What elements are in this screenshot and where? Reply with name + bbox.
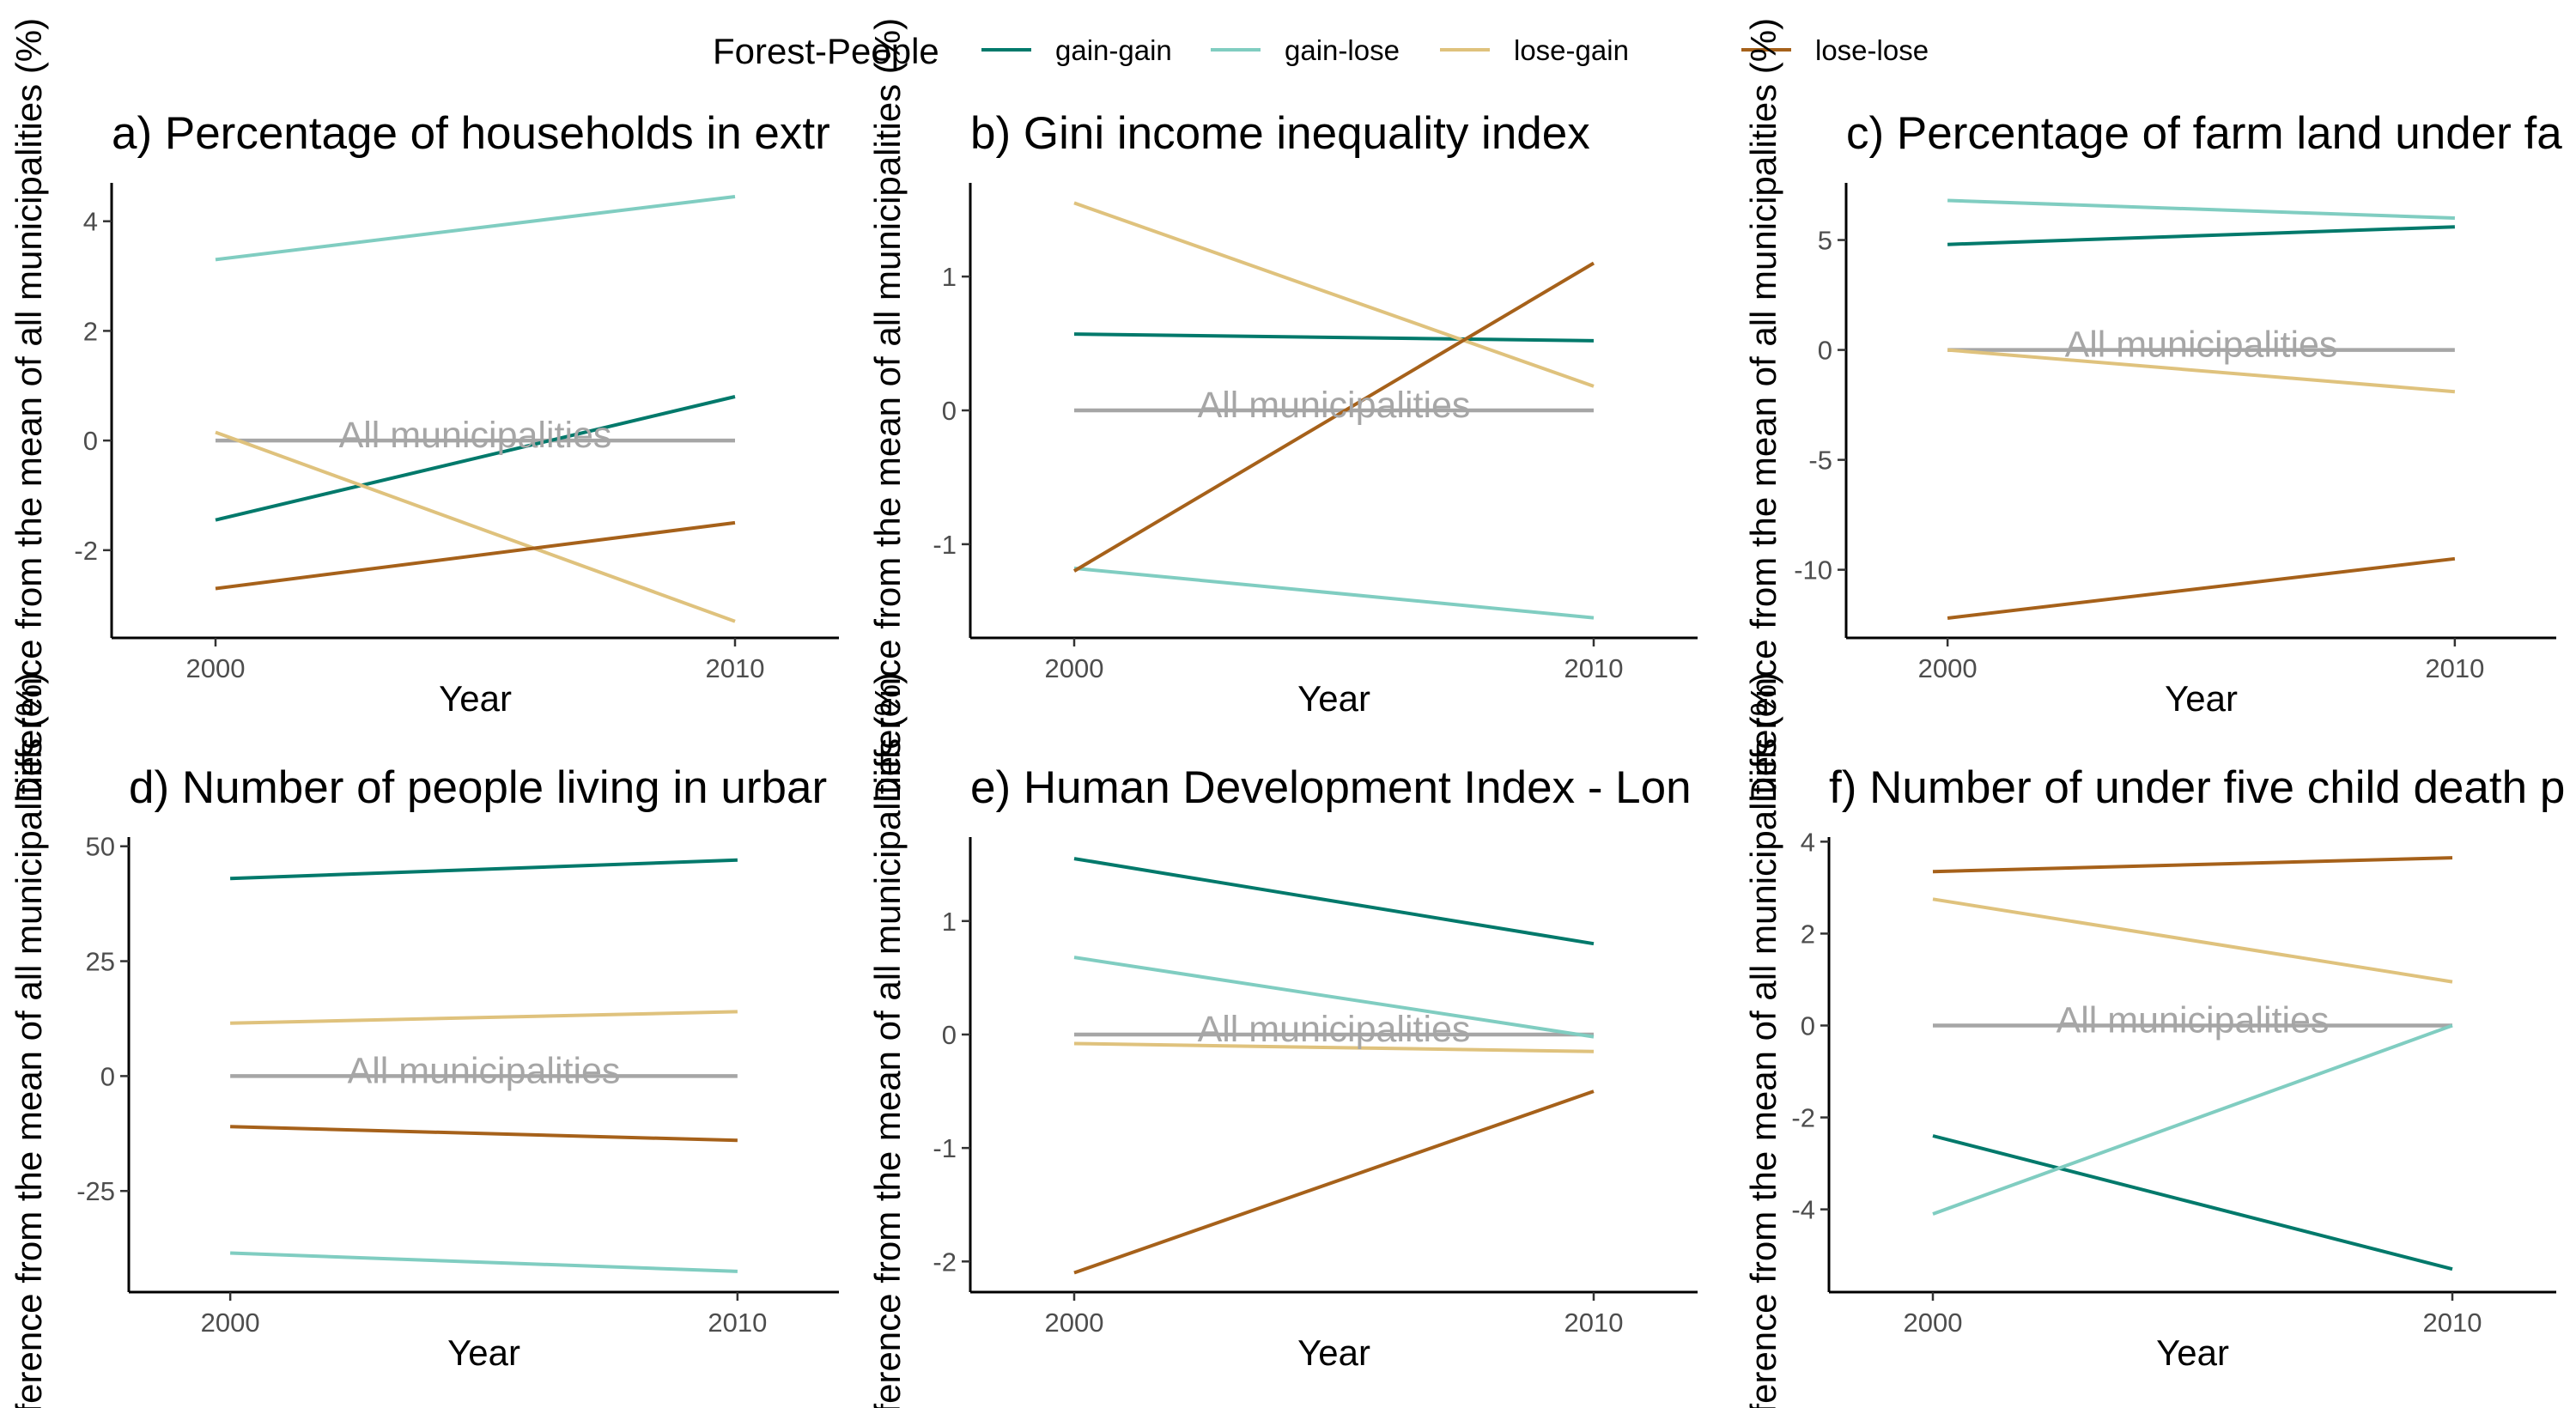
reference-label: All municipalities (339, 415, 612, 456)
series-line-gain-gain (215, 395, 736, 522)
x-tick-label: 2010 (708, 1308, 767, 1338)
x-tick-label: 2000 (1904, 1308, 1963, 1338)
series-line-gain-gain (230, 858, 738, 881)
panel-6: f) Number of under five child death p Dif… (1743, 672, 2565, 1408)
x-tick-label: 2000 (186, 653, 246, 683)
y-tick-label: 0 (100, 1061, 115, 1091)
x-tick-label: 2010 (1564, 1308, 1624, 1338)
y-tick-label: 0 (942, 396, 957, 426)
series-line-lose-lose (1073, 1089, 1595, 1275)
y-tick-label: 5 (1818, 226, 1832, 256)
y-tick-label: 0 (1818, 336, 1832, 366)
series-line-gain-lose (1073, 956, 1595, 1039)
x-tick-label: 2010 (1564, 653, 1624, 683)
y-tick-label: -1 (933, 1133, 957, 1163)
series-line-gain-lose (230, 1251, 738, 1273)
x-axis-title: Year (2156, 1332, 2229, 1373)
y-tick-label: -1 (933, 530, 957, 560)
series-line-lose-lose (230, 1125, 738, 1143)
panel-title: c) Percentage of farm land under fa (1846, 108, 2562, 159)
y-axis-title: Difference from the mean of all municipa… (9, 672, 49, 1408)
legend-title: Forest-People (713, 31, 939, 71)
legend-label-lose-lose: lose-lose (1815, 34, 1929, 66)
x-axis-title: Year (1297, 678, 1370, 719)
panel-4: d) Number of people living in urbar Diffe… (9, 672, 839, 1408)
y-axis-title: Difference from the mean of all municipa… (1743, 18, 1783, 803)
legend: Forest-People gain-gain gain-lose lose-gain… (713, 31, 1929, 71)
x-tick-label: 2000 (1045, 1308, 1104, 1338)
x-axis-title: Year (447, 1332, 520, 1373)
series-line-lose-gain (215, 430, 736, 623)
x-axis-title: Year (439, 678, 512, 719)
y-tick-label: 25 (86, 947, 115, 977)
y-tick-label: 0 (1801, 1010, 1815, 1041)
y-tick-label: -25 (76, 1176, 115, 1206)
panel-2: b) Gini income inequality index Differenc… (867, 18, 1698, 803)
y-axis-title: Difference from the mean of all municipa… (1743, 672, 1783, 1408)
y-tick-label: 4 (1801, 827, 1815, 857)
series-line-gain-gain (1073, 857, 1595, 946)
y-tick-label: 0 (83, 426, 98, 456)
y-axis-title: Difference from the mean of all municipa… (867, 672, 908, 1408)
series-line-lose-lose (1947, 556, 2456, 620)
legend-label-lose-gain: lose-gain (1514, 34, 1629, 66)
x-tick-label: 2010 (706, 653, 765, 683)
y-tick-label: -2 (1791, 1103, 1815, 1133)
series-line-gain-lose (215, 195, 736, 262)
series-line-gain-lose (1932, 1023, 2453, 1216)
panel-title: a) Percentage of households in extr (112, 108, 830, 159)
y-tick-label: 1 (942, 907, 957, 937)
legend-label-gain-lose: gain-lose (1285, 34, 1400, 66)
x-tick-label: 2000 (201, 1308, 260, 1338)
series-line-lose-gain (230, 1010, 738, 1025)
x-axis-title: Year (2165, 678, 2238, 719)
panel-1: a) Percentage of households in extr Diffe… (9, 18, 839, 803)
x-tick-label: 2010 (2425, 653, 2484, 683)
series-line-gain-gain (1947, 225, 2455, 246)
series-line-lose-lose (1072, 261, 1595, 573)
y-tick-label: 1 (942, 262, 957, 292)
y-tick-label: -4 (1791, 1195, 1815, 1225)
series-line-lose-gain (1947, 348, 2456, 394)
series-line-lose-gain (1932, 897, 2453, 984)
y-tick-label: 4 (83, 207, 98, 237)
reference-label: All municipalities (2065, 325, 2338, 366)
series-line-gain-lose (1947, 198, 2455, 220)
reference-label: All municipalities (1198, 385, 1471, 426)
y-tick-label: 0 (942, 1020, 957, 1050)
reference-label: All municipalities (2057, 999, 2330, 1041)
x-tick-label: 2000 (1045, 653, 1104, 683)
series-line-gain-gain (1073, 332, 1595, 343)
x-tick-label: 2000 (1918, 653, 1978, 683)
panel-5: e) Human Development Index - Lon Differen… (867, 672, 1698, 1408)
chart-panels: a) Percentage of households in extr Diffe… (9, 18, 2565, 1408)
x-axis-title: Year (1297, 1332, 1370, 1373)
y-tick-label: -2 (74, 536, 98, 566)
y-axis-title: Difference from the mean of all municipa… (9, 18, 49, 803)
series-line-gain-gain (1932, 1134, 2453, 1271)
y-tick-label: -5 (1808, 446, 1832, 476)
panel-title: d) Number of people living in urbar (129, 762, 827, 813)
reference-label: All municipalities (1198, 1009, 1471, 1050)
y-tick-label: 50 (86, 832, 115, 862)
series-line-lose-lose (215, 520, 736, 591)
reference-label: All municipalities (348, 1050, 621, 1091)
y-tick-label: 2 (1801, 919, 1815, 949)
series-line-lose-gain (1073, 1041, 1595, 1053)
y-axis-title: Difference from the mean of all municipa… (867, 18, 908, 803)
panel-title: b) Gini income inequality index (970, 108, 1590, 159)
legend-label-gain-gain: gain-gain (1055, 34, 1172, 66)
panel-3: c) Percentage of farm land under fa Diffe… (1743, 18, 2562, 803)
y-tick-label: -2 (933, 1247, 957, 1277)
x-tick-label: 2010 (2423, 1308, 2482, 1338)
series-line-lose-lose (1932, 856, 2453, 874)
series-line-gain-lose (1073, 566, 1595, 620)
panel-title: e) Human Development Index - Lon (970, 762, 1692, 813)
y-tick-label: 2 (83, 316, 98, 346)
y-tick-label: -10 (1794, 555, 1832, 586)
series-line-lose-gain (1073, 201, 1595, 388)
panel-title: f) Number of under five child death p (1829, 762, 2565, 813)
